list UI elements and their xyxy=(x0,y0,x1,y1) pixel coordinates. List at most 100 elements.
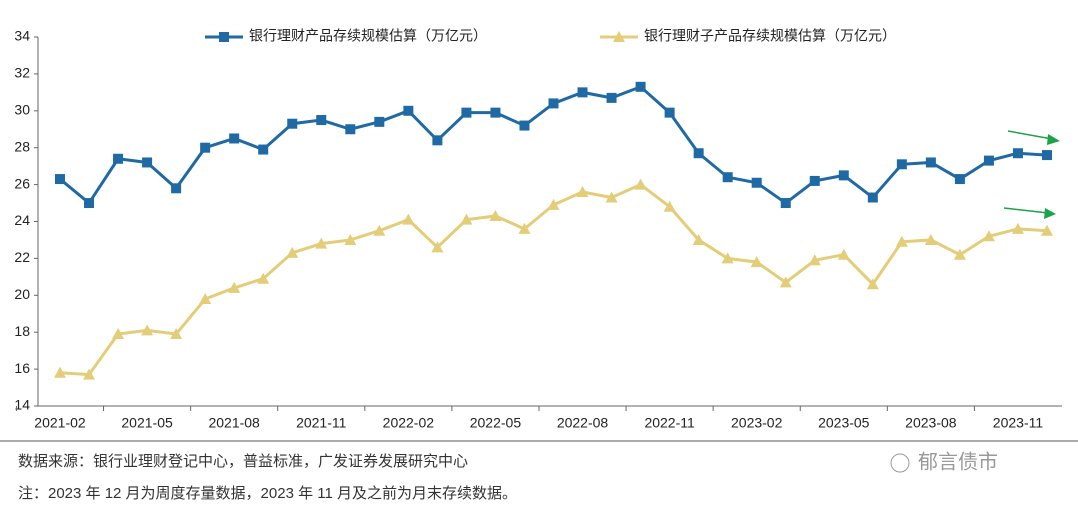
y-tick-label: 20 xyxy=(14,286,30,302)
marker xyxy=(924,233,937,245)
marker xyxy=(460,213,473,225)
marker xyxy=(953,248,966,260)
y-tick-label: 28 xyxy=(14,138,30,154)
marker xyxy=(170,328,183,340)
marker xyxy=(345,124,356,135)
y-tick-label: 16 xyxy=(14,360,30,376)
watermark-icon xyxy=(890,453,910,473)
legend-label: 银行理财子产品存续规模估算（万亿元） xyxy=(644,28,896,44)
y-tick-label: 26 xyxy=(14,175,30,191)
series xyxy=(55,81,1052,209)
x-tick-label: 2023-02 xyxy=(731,415,783,431)
marker xyxy=(896,159,907,170)
marker xyxy=(837,248,850,260)
y-tick-label: 14 xyxy=(14,397,30,413)
marker xyxy=(925,157,936,168)
legend-marker xyxy=(613,31,625,42)
marker xyxy=(954,174,965,185)
x-tick-label: 2022-02 xyxy=(383,415,435,431)
marker xyxy=(55,174,65,185)
marker xyxy=(1042,150,1052,161)
arrow xyxy=(1007,130,1053,140)
y-tick-label: 18 xyxy=(14,323,30,339)
y-tick-label: 22 xyxy=(14,249,30,265)
marker xyxy=(432,135,443,146)
marker xyxy=(838,170,849,181)
marker xyxy=(287,118,298,129)
marker xyxy=(54,366,66,378)
marker xyxy=(664,107,675,118)
marker xyxy=(983,155,994,166)
source: 数据来源：银行业理财登记中心，普益标准，广发证券发展研究中心 xyxy=(18,453,468,470)
marker xyxy=(171,183,182,194)
arrow-head xyxy=(1044,208,1056,219)
marker xyxy=(895,235,908,247)
marker xyxy=(519,120,530,131)
x-tick-label: 2023-05 xyxy=(818,415,870,431)
legend-marker xyxy=(219,32,229,42)
marker xyxy=(83,368,96,380)
marker xyxy=(344,233,357,245)
marker xyxy=(606,92,617,103)
x-tick-label: 2021-02 xyxy=(34,415,86,431)
marker xyxy=(577,87,588,98)
marker xyxy=(982,230,995,242)
marker xyxy=(634,178,647,190)
marker xyxy=(1011,222,1024,234)
marker xyxy=(1012,148,1023,159)
marker xyxy=(403,105,414,116)
legend-bg xyxy=(596,27,936,47)
marker xyxy=(576,185,589,197)
legend-bg xyxy=(201,27,541,47)
marker xyxy=(779,276,792,288)
legend-label: 银行理财产品存续规模估算（万亿元） xyxy=(249,28,487,44)
marker xyxy=(402,213,415,225)
marker xyxy=(431,241,444,253)
x-tick-label: 2021-08 xyxy=(208,415,260,431)
marker xyxy=(228,281,241,293)
marker xyxy=(374,116,385,127)
marker xyxy=(489,209,502,221)
arrow-head xyxy=(1047,134,1060,145)
marker xyxy=(316,115,327,126)
marker xyxy=(750,256,763,268)
marker xyxy=(200,142,211,153)
x-tick-label: 2022-11 xyxy=(644,415,695,431)
x-tick-label: 2021-11 xyxy=(296,415,347,431)
marker xyxy=(663,200,676,212)
marker xyxy=(722,172,733,183)
marker xyxy=(286,246,299,258)
marker xyxy=(518,222,531,234)
x-tick-label: 2022-05 xyxy=(470,415,522,431)
y-tick-label: 24 xyxy=(14,212,30,228)
marker xyxy=(258,144,269,155)
marker xyxy=(257,272,270,284)
marker xyxy=(113,153,124,164)
marker xyxy=(199,292,212,304)
marker xyxy=(635,81,646,92)
marker xyxy=(605,191,618,203)
marker xyxy=(693,148,704,159)
marker xyxy=(373,224,386,236)
marker xyxy=(112,328,125,340)
marker xyxy=(84,198,95,209)
marker xyxy=(141,324,154,336)
marker xyxy=(721,252,734,264)
marker xyxy=(315,237,328,249)
x-tick-label: 2021-05 xyxy=(121,415,173,431)
marker xyxy=(867,192,878,203)
arrows xyxy=(1003,130,1060,219)
line xyxy=(59,182,1048,377)
marker xyxy=(548,98,559,109)
x-tick-label: 2023-08 xyxy=(905,415,957,431)
note: 注：2023 年 12 月为周度存量数据，2023 年 11 月及之前为月末存续… xyxy=(18,485,517,502)
marker xyxy=(490,107,501,118)
marker xyxy=(461,107,472,118)
arrow xyxy=(1003,207,1049,214)
marker xyxy=(692,233,705,245)
marker xyxy=(808,254,821,266)
y-tick-label: 32 xyxy=(14,65,30,81)
marker xyxy=(142,157,153,168)
